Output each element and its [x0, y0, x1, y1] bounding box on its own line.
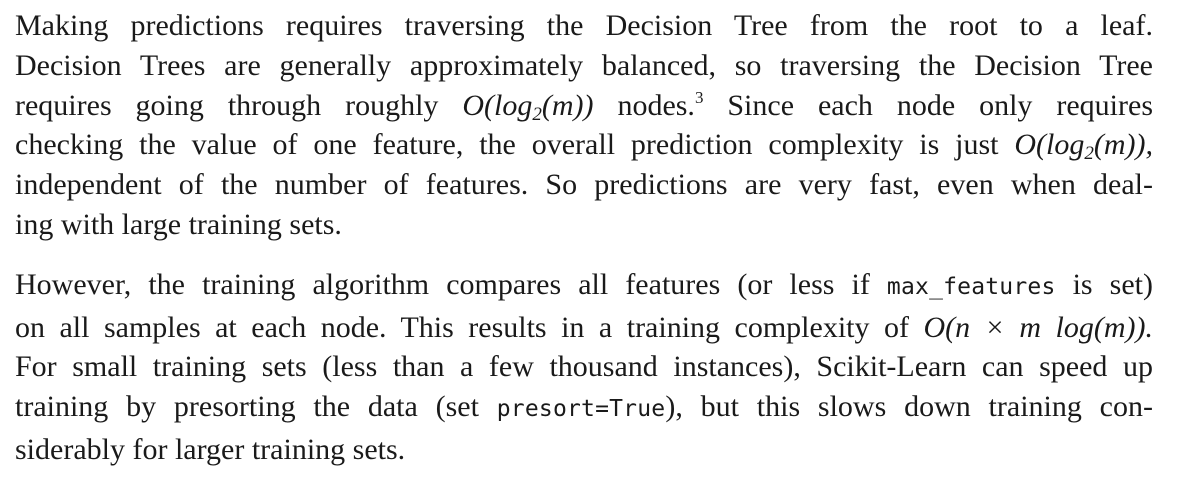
inline-code: presort=True: [496, 396, 666, 423]
math-text: O(log: [1014, 128, 1085, 162]
math-text: O(log: [462, 88, 533, 122]
text-span: However, the training algorithm compares…: [15, 267, 887, 301]
text-span: requires going through roughly: [15, 88, 463, 122]
math-text: (m)): [541, 88, 594, 122]
text-line: Making predictions requires traversing t…: [15, 6, 1153, 46]
paragraph-training-complexity: However, the training algorithm compares…: [15, 265, 1153, 470]
text-span: siderably for larger training sets.: [15, 432, 406, 466]
math-expression: O(log2(m)): [462, 88, 594, 125]
text-span: For small training sets (less than a few…: [15, 350, 1153, 384]
text-span: checking the value of one feature, the o…: [15, 128, 1015, 162]
footnote-marker: 3: [694, 87, 704, 107]
text-span: training by presorting the data (set: [15, 390, 497, 424]
text-line: siderably for larger training sets.: [15, 430, 1153, 470]
text-line: ing with large training sets.: [15, 205, 1153, 245]
text-line: requires going through roughly O(log2(m)…: [15, 86, 1153, 126]
text-span: Decision Trees are generally approximate…: [15, 48, 1153, 82]
text-span: ing with large training sets.: [15, 207, 342, 241]
text-line: on all samples at each node. This result…: [15, 308, 1153, 348]
math-subscript: 2: [1084, 143, 1094, 165]
text-span: on all samples at each node. This result…: [15, 310, 924, 344]
math-expression: O(n × m log(m)).: [923, 310, 1153, 344]
text-line: independent of the number of features. S…: [15, 165, 1153, 205]
text-line: However, the training algorithm compares…: [15, 265, 1153, 308]
text-span: Making predictions requires traversing t…: [15, 9, 1153, 42]
math-text: (m)),: [1093, 128, 1153, 162]
text-span: ), but this slows down training con-: [665, 390, 1153, 424]
text-line: Decision Trees are generally approximate…: [15, 46, 1153, 86]
document-body: Making predictions requires traversing t…: [15, 6, 1153, 470]
paragraph-prediction-complexity: Making predictions requires traversing t…: [15, 6, 1153, 245]
text-span: independent of the number of features. S…: [15, 168, 1153, 202]
text-line: checking the value of one feature, the o…: [15, 125, 1153, 165]
text-span: is set): [1055, 267, 1154, 301]
text-span: nodes.: [593, 88, 695, 122]
text-line: For small training sets (less than a few…: [15, 347, 1153, 387]
math-expression: O(log2(m)),: [1014, 128, 1153, 165]
inline-code: max_features: [886, 273, 1056, 300]
text-line: training by presorting the data (set pre…: [15, 387, 1153, 430]
math-subscript: 2: [532, 103, 542, 125]
text-span: Since each node only requires: [703, 88, 1153, 122]
